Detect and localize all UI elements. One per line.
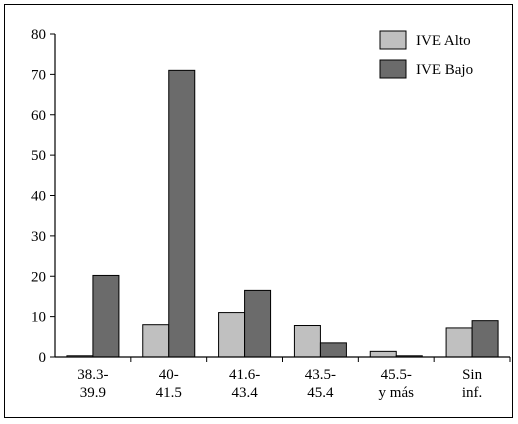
bar-ive-alto <box>369 350 397 358</box>
y-tick-label: 80 <box>31 27 46 43</box>
y-tick-label: 50 <box>31 148 46 164</box>
x-category-label: 45.5- <box>381 367 412 383</box>
bar-ive-bajo <box>168 69 196 358</box>
y-tick-label: 30 <box>31 229 46 245</box>
x-category-label: 40- <box>159 367 179 383</box>
x-category-label: 38.3- <box>77 367 108 383</box>
bar-ive-bajo <box>471 320 499 358</box>
bar-ive-alto <box>218 312 246 358</box>
x-category-label: 39.9 <box>80 385 106 401</box>
x-category-label: y más <box>379 385 415 401</box>
bar-ive-bajo <box>244 289 272 358</box>
y-tick-label: 0 <box>39 350 47 366</box>
bar-ive-alto <box>293 325 321 358</box>
y-tick-label: 20 <box>31 269 46 285</box>
x-axis-labels: 38.3- 39.9 40- 41.5 41.6- 43.4 43.5- 45.4 45.5- y… <box>77 357 511 401</box>
y-tick-label: 10 <box>31 310 46 326</box>
y-tick-label: 70 <box>31 67 46 83</box>
x-category-label: inf. <box>462 385 482 401</box>
bar-ive-bajo <box>319 342 347 358</box>
legend: IVE Alto IVE Bajo <box>379 30 473 79</box>
legend-label: IVE Alto <box>416 33 471 49</box>
x-category-label: 43.5- <box>305 367 336 383</box>
x-category-label: 45.4 <box>307 385 334 401</box>
legend-swatch-ive-bajo <box>379 59 407 79</box>
bar-ive-alto <box>142 324 170 358</box>
bar-ive-alto <box>445 327 473 358</box>
bar-ive-bajo <box>92 274 120 358</box>
legend-label: IVE Bajo <box>416 62 473 78</box>
x-category-label: 43.4 <box>231 385 258 401</box>
y-axis-ticks: 0 10 20 30 40 50 60 70 80 <box>31 27 55 366</box>
bars <box>66 69 499 358</box>
legend-swatch-ive-alto <box>379 30 407 50</box>
y-tick-label: 60 <box>31 108 46 124</box>
axes <box>54 34 510 358</box>
x-category-label: 41.6- <box>229 367 260 383</box>
x-category-label: Sin <box>462 367 483 383</box>
x-category-label: 41.5 <box>156 385 182 401</box>
y-tick-label: 40 <box>31 189 46 205</box>
